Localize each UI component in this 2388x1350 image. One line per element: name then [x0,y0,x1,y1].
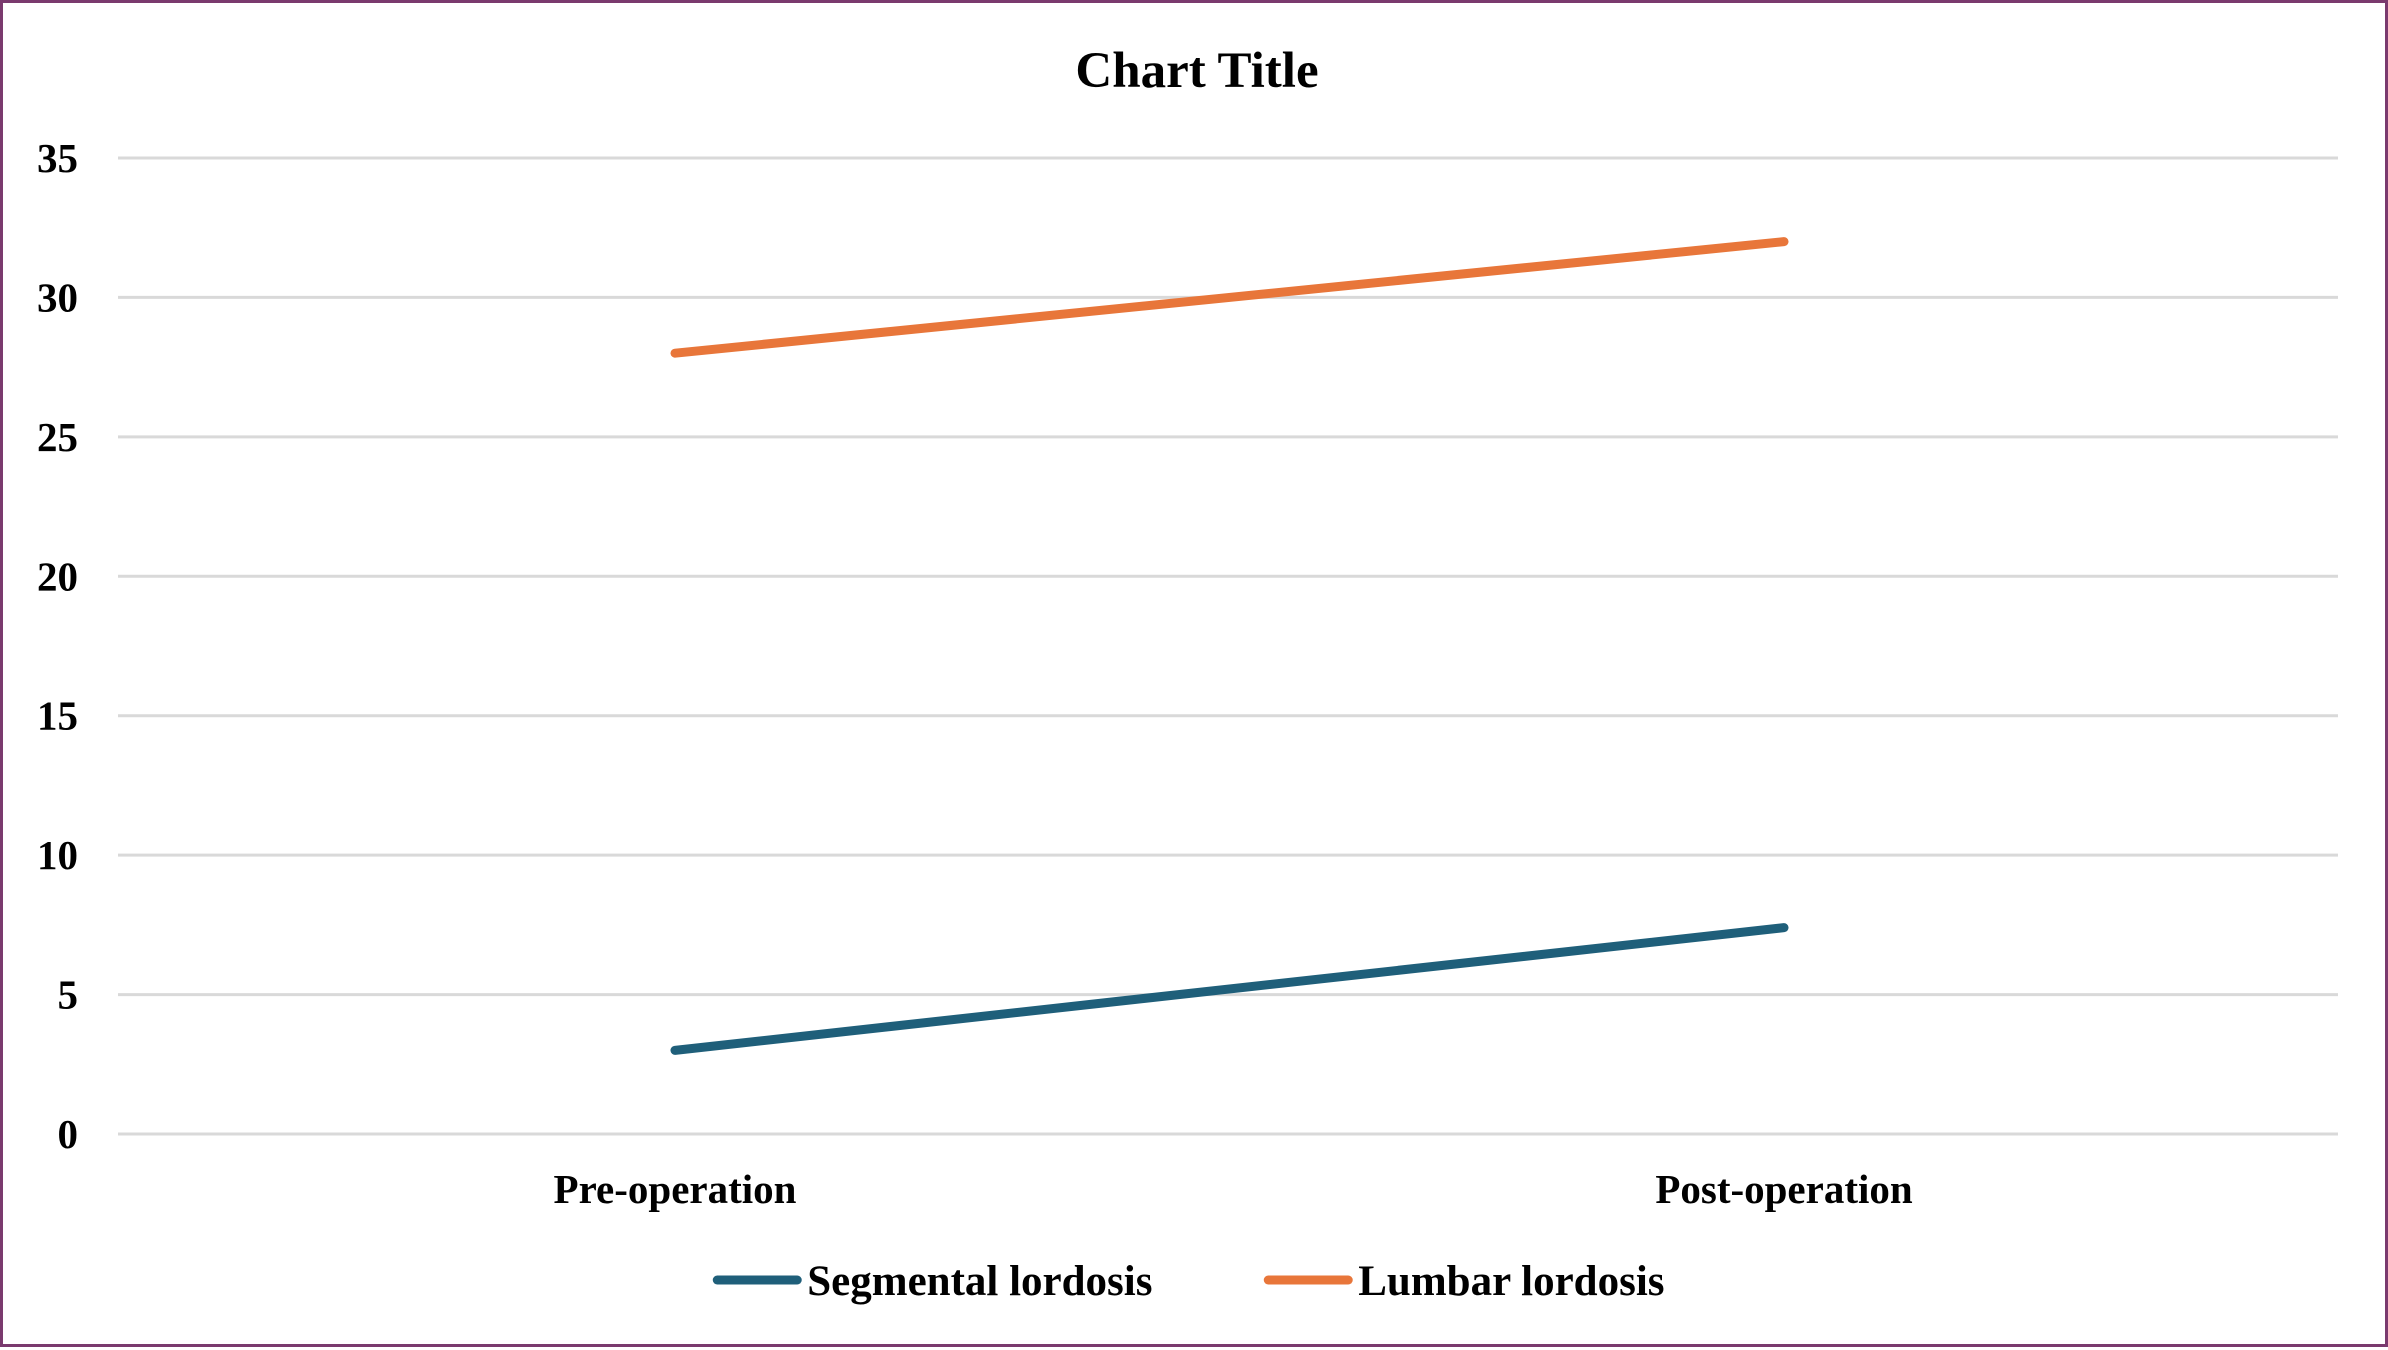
y-tick-label-10: 10 [37,832,78,878]
x-axis-tick-labels: Pre-operation Post-operation [554,1166,1913,1212]
line-chart: Chart Title 0 5 10 15 20 25 30 35 Pre-operation… [37,43,2338,1305]
y-tick-label-20: 20 [37,553,78,599]
y-tick-label-0: 0 [58,1111,79,1157]
y-tick-label-5: 5 [58,972,79,1018]
series-lines [670,237,1789,1055]
gridlines [118,156,2338,1136]
y-tick-label-15: 15 [37,693,78,739]
y-tick-label-30: 30 [37,274,78,320]
x-tick-label-1: Post-operation [1655,1166,1913,1212]
legend-item-1: Lumbar lordosis [1263,1258,1665,1305]
x-tick-label-0: Pre-operation [554,1166,797,1212]
y-tick-label-35: 35 [37,135,78,181]
y-tick-label-25: 25 [37,414,78,460]
chart-title: Chart Title [1075,43,1318,99]
legend-item-0: Segmental lordosis [712,1258,1152,1305]
y-axis-tick-labels: 0 5 10 15 20 25 30 35 [37,135,78,1157]
series-line-1 [670,237,1789,358]
legend: Segmental lordosis Lumbar lordosis [712,1258,1665,1305]
series-line-0 [670,923,1789,1055]
legend-label-0: Segmental lordosis [807,1258,1152,1305]
legend-label-1: Lumbar lordosis [1358,1258,1664,1305]
